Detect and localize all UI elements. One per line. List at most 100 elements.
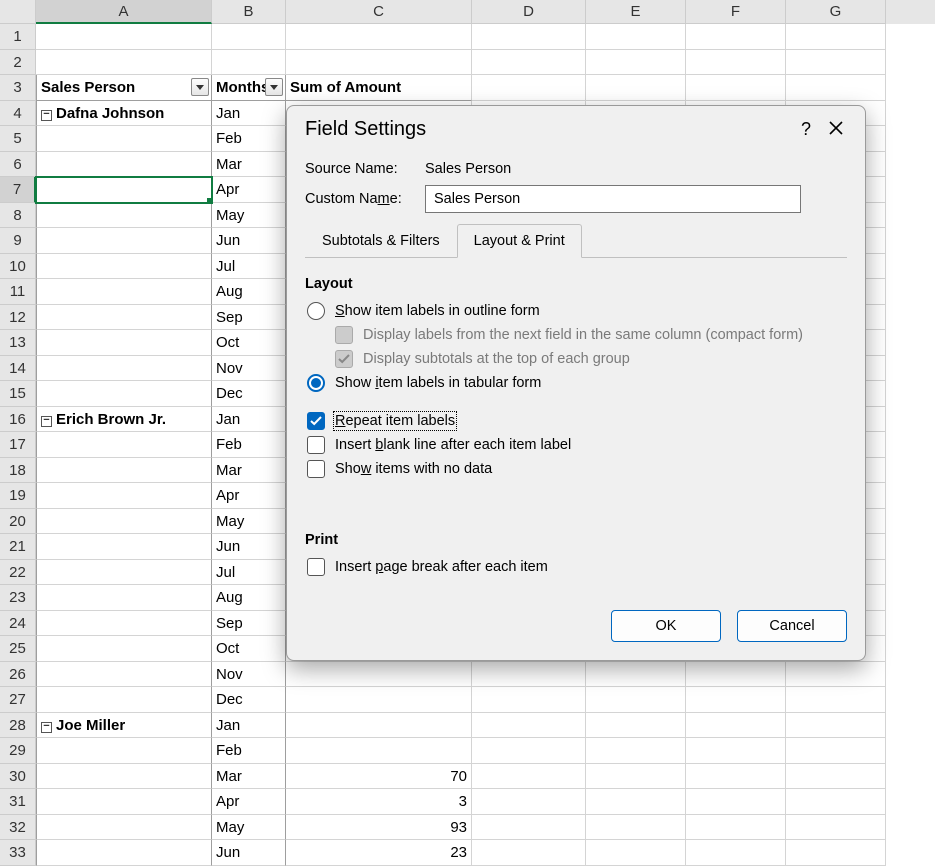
row-header[interactable]: 17 <box>0 432 36 458</box>
cell[interactable] <box>36 789 212 815</box>
cell[interactable] <box>36 509 212 535</box>
cell[interactable] <box>686 738 786 764</box>
cell[interactable]: May <box>212 509 286 535</box>
option-blank-line[interactable]: Insert blank line after each item label <box>305 436 847 454</box>
cell[interactable] <box>786 738 886 764</box>
cell[interactable] <box>472 738 586 764</box>
cell[interactable]: Aug <box>212 279 286 305</box>
tab-subtotals-filters[interactable]: Subtotals & Filters <box>305 224 457 258</box>
cell[interactable] <box>36 228 212 254</box>
cell[interactable] <box>686 840 786 866</box>
row-header[interactable]: 15 <box>0 381 36 407</box>
cell[interactable]: Apr <box>212 483 286 509</box>
cell[interactable] <box>472 50 586 76</box>
cell[interactable] <box>586 738 686 764</box>
custom-name-input[interactable] <box>425 185 801 213</box>
row-header[interactable]: 6 <box>0 152 36 178</box>
cell[interactable] <box>586 764 686 790</box>
cell[interactable]: 3 <box>286 789 472 815</box>
option-page-break[interactable]: Insert page break after each item <box>305 558 847 576</box>
cell[interactable]: Jul <box>212 254 286 280</box>
cell[interactable]: Jul <box>212 560 286 586</box>
cell[interactable] <box>36 687 212 713</box>
cell[interactable]: May <box>212 815 286 841</box>
cell[interactable]: −Joe Miller <box>36 713 212 739</box>
cell[interactable] <box>36 636 212 662</box>
cell[interactable] <box>586 24 686 50</box>
cell[interactable] <box>786 713 886 739</box>
row-header[interactable]: 14 <box>0 356 36 382</box>
filter-dropdown-button[interactable] <box>265 78 283 96</box>
cell[interactable]: Sum of Amount <box>286 75 472 101</box>
row-header[interactable]: 32 <box>0 815 36 841</box>
cell[interactable] <box>36 126 212 152</box>
cell[interactable] <box>786 662 886 688</box>
cell[interactable] <box>786 789 886 815</box>
row-header[interactable]: 13 <box>0 330 36 356</box>
cell[interactable]: Apr <box>212 789 286 815</box>
cell[interactable]: Jan <box>212 713 286 739</box>
column-header[interactable]: A <box>36 0 212 24</box>
cell[interactable]: Jun <box>212 534 286 560</box>
cell[interactable] <box>212 50 286 76</box>
row-header[interactable]: 30 <box>0 764 36 790</box>
row-header[interactable]: 26 <box>0 662 36 688</box>
cell[interactable] <box>36 560 212 586</box>
cell[interactable] <box>786 764 886 790</box>
cell[interactable]: −Dafna Johnson <box>36 101 212 127</box>
row-header[interactable]: 1 <box>0 24 36 50</box>
cell[interactable] <box>472 789 586 815</box>
cell[interactable]: Sep <box>212 611 286 637</box>
cell[interactable]: Nov <box>212 356 286 382</box>
cell[interactable] <box>36 152 212 178</box>
cell[interactable] <box>586 815 686 841</box>
cell[interactable]: Mar <box>212 458 286 484</box>
cell[interactable] <box>586 75 686 101</box>
cell[interactable]: Nov <box>212 662 286 688</box>
cell[interactable] <box>36 611 212 637</box>
column-header[interactable]: D <box>472 0 586 24</box>
cell[interactable] <box>36 840 212 866</box>
cell[interactable] <box>286 687 472 713</box>
row-header[interactable]: 10 <box>0 254 36 280</box>
cell[interactable] <box>786 75 886 101</box>
cell[interactable] <box>36 432 212 458</box>
cell[interactable] <box>36 815 212 841</box>
cell[interactable] <box>786 24 886 50</box>
cell[interactable] <box>286 662 472 688</box>
cell[interactable] <box>36 203 212 229</box>
row-header[interactable]: 11 <box>0 279 36 305</box>
cell[interactable] <box>472 764 586 790</box>
cell[interactable]: Sep <box>212 305 286 331</box>
cell[interactable] <box>586 789 686 815</box>
select-all-corner[interactable] <box>0 0 36 24</box>
cell[interactable] <box>586 713 686 739</box>
cell[interactable] <box>36 534 212 560</box>
cell[interactable] <box>786 687 886 713</box>
close-button[interactable] <box>821 118 851 141</box>
cell[interactable]: Feb <box>212 738 286 764</box>
cell[interactable]: Dec <box>212 381 286 407</box>
cell[interactable] <box>586 840 686 866</box>
row-header[interactable]: 9 <box>0 228 36 254</box>
cell[interactable] <box>36 381 212 407</box>
row-header[interactable]: 4 <box>0 101 36 127</box>
cell[interactable] <box>36 254 212 280</box>
cell[interactable]: −Erich Brown Jr. <box>36 407 212 433</box>
row-header[interactable]: 7 <box>0 177 36 203</box>
cell[interactable] <box>472 662 586 688</box>
cell[interactable] <box>686 789 786 815</box>
cell[interactable] <box>472 24 586 50</box>
cell[interactable] <box>36 50 212 76</box>
cell[interactable] <box>686 75 786 101</box>
cell[interactable]: Jun <box>212 840 286 866</box>
cell[interactable] <box>686 50 786 76</box>
ok-button[interactable]: OK <box>611 610 721 642</box>
cell[interactable] <box>786 840 886 866</box>
cell[interactable] <box>472 815 586 841</box>
cell[interactable] <box>586 50 686 76</box>
row-header[interactable]: 5 <box>0 126 36 152</box>
help-button[interactable]: ? <box>791 119 821 140</box>
cell[interactable]: Jan <box>212 101 286 127</box>
cell[interactable] <box>586 687 686 713</box>
